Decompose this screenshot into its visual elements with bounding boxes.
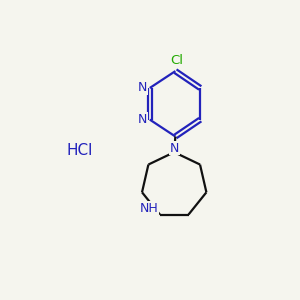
Text: NH: NH xyxy=(140,202,158,214)
Text: N: N xyxy=(138,82,148,94)
Text: HCl: HCl xyxy=(66,143,92,158)
Text: N: N xyxy=(170,142,179,154)
Text: N: N xyxy=(138,113,148,126)
Text: Cl: Cl xyxy=(170,53,183,67)
